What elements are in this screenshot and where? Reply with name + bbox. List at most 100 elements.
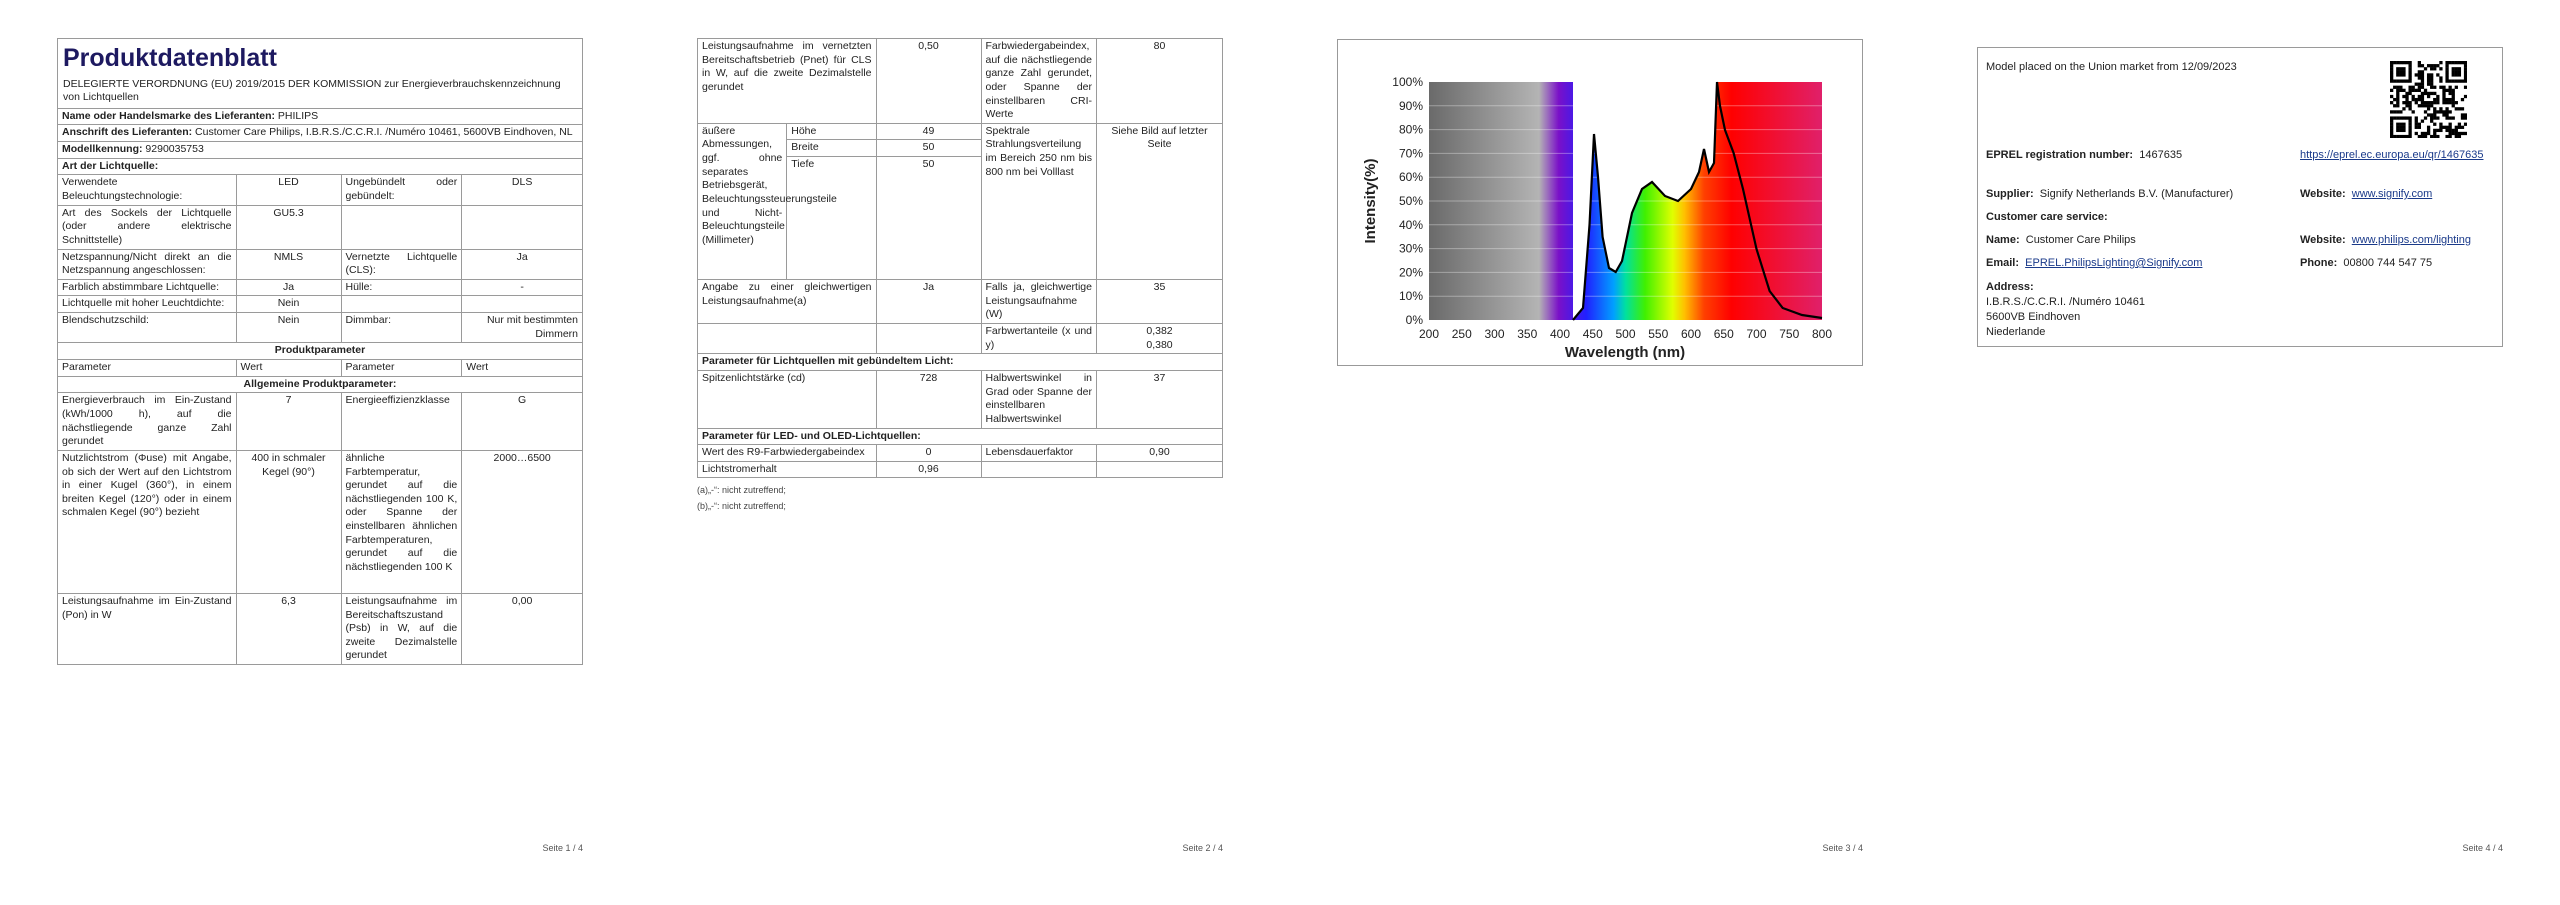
x-tick-label: 200 [1419, 327, 1439, 341]
qr-module [2442, 88, 2446, 92]
website-link[interactable]: www.philips.com/lighting [2351, 234, 2471, 246]
qr-module [2439, 76, 2443, 80]
label: Modellkennung: [62, 143, 143, 156]
qr-module [2420, 70, 2425, 74]
qr-module [2393, 110, 2397, 114]
qr-module [2451, 104, 2455, 108]
qr-module [2430, 76, 2434, 80]
qr-module [2430, 67, 2434, 71]
qr-module [2417, 82, 2421, 86]
qr-module [2436, 64, 2440, 68]
qr-module [2399, 110, 2403, 114]
qr-module [2408, 107, 2412, 111]
qr-module [2445, 101, 2449, 105]
qr-module [2405, 91, 2409, 96]
qr-module [2451, 101, 2455, 105]
qr-module [2417, 88, 2421, 92]
qr-module [2445, 76, 2449, 80]
email-link[interactable]: EPREL.PhilipsLighting@Signify.com [2025, 257, 2203, 269]
x-tick-label: 800 [1812, 327, 1832, 341]
x-tick-label: 550 [1648, 327, 1668, 341]
qr-module [2396, 73, 2400, 77]
qr-module [2402, 128, 2406, 133]
qr-module [2402, 70, 2406, 74]
qr-module [2402, 125, 2406, 129]
qr-module [2390, 88, 2394, 92]
cell: Vernetzte Lichtquelle (CLS): [340, 248, 463, 280]
qr-module [2436, 134, 2440, 138]
qr-module [2433, 101, 2437, 105]
qr-module [2433, 91, 2437, 96]
qr-module [2457, 70, 2462, 74]
qr-module [2430, 104, 2434, 108]
qr-module [2396, 122, 2400, 126]
qr-module [2390, 134, 2394, 138]
qr-module [2430, 64, 2434, 68]
qr-module [2399, 128, 2403, 133]
qr-module [2436, 110, 2440, 114]
qr-module [2442, 125, 2446, 129]
qr-module [2436, 101, 2440, 105]
cell: Lebensdauerfaktor [980, 444, 1097, 462]
qr-module [2430, 73, 2434, 77]
qr-module [2442, 110, 2446, 114]
qr-module [2408, 134, 2412, 138]
qr-module [2426, 82, 2431, 86]
qr-module [2414, 116, 2418, 120]
qr-module [2439, 61, 2443, 65]
qr-module [2451, 61, 2455, 65]
x-axis-label: Wavelength (nm) [1565, 344, 1685, 361]
value: 9290035753 [145, 143, 204, 156]
qr-module [2396, 101, 2400, 105]
qr-module [2420, 76, 2425, 80]
cell: 728 [875, 369, 982, 429]
qr-module [2408, 131, 2412, 136]
qr-module [2396, 70, 2400, 74]
qr-module [2399, 73, 2403, 77]
label: Website: [2300, 234, 2346, 246]
website-link[interactable]: www.signify.com [2351, 188, 2433, 200]
qr-module [2420, 131, 2425, 136]
qr-module [2411, 97, 2415, 102]
qr-module [2433, 113, 2437, 117]
qr-module [2402, 88, 2406, 92]
y-tick-label: 70% [1399, 146, 1423, 160]
qr-module [2426, 64, 2431, 68]
address-line: I.B.R.S./C.C.R.I. /Numéro 10461 [1986, 295, 2145, 308]
qr-module [2402, 94, 2406, 99]
qr-module [2420, 73, 2425, 77]
qr-module [2457, 107, 2462, 111]
qr-module [2463, 70, 2467, 74]
qr-module [2451, 116, 2455, 120]
qr-module [2423, 101, 2428, 105]
qr-module [2445, 97, 2449, 102]
value: Signify Netherlands B.V. (Manufacturer) [2039, 188, 2234, 200]
qr-module [2399, 116, 2403, 120]
qr-module [2414, 122, 2418, 126]
qr-module [2454, 128, 2458, 133]
qr-module [2399, 61, 2403, 65]
cell: 50 [875, 156, 982, 281]
qr-module [2414, 125, 2418, 129]
qr-module [2417, 70, 2421, 74]
qr-module [2390, 110, 2394, 114]
qr-module [2448, 61, 2452, 65]
qr-module [2393, 104, 2397, 108]
qr-module [2414, 88, 2418, 92]
label: EPREL registration number: [1986, 149, 2134, 161]
qr-module [2390, 70, 2394, 74]
qr-module [2430, 91, 2434, 96]
eprel-link[interactable]: https://eprel.ec.europa.eu/qr/1467635 [2300, 149, 2484, 161]
qr-module [2423, 88, 2428, 92]
qr-module [2433, 85, 2437, 89]
qr-module [2402, 122, 2406, 126]
cell: LED [235, 174, 342, 206]
qr-module [2408, 73, 2412, 77]
cell: Spitzenlichtstärke (cd) [697, 369, 877, 429]
qr-module [2430, 79, 2434, 83]
y-tick-label: 0% [1406, 313, 1424, 327]
qr-module [2405, 134, 2409, 138]
qr-module [2423, 116, 2428, 120]
qr-module [2405, 104, 2409, 108]
